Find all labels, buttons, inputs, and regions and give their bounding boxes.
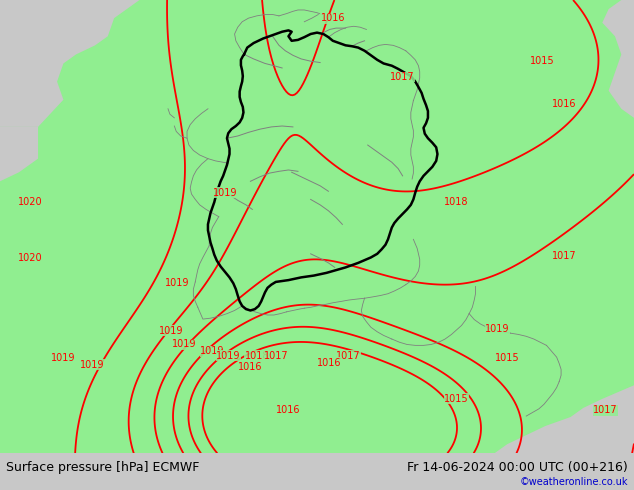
Text: 1016: 1016 [318,358,342,368]
Polygon shape [0,127,38,181]
Text: 1017: 1017 [264,351,288,361]
Text: 1020: 1020 [18,253,42,263]
Text: 1018: 1018 [245,351,269,361]
Text: 1019: 1019 [159,326,183,336]
Polygon shape [602,0,634,181]
Text: 1020: 1020 [18,196,42,207]
Text: 1019: 1019 [216,351,240,361]
Text: 1016: 1016 [276,405,301,415]
Text: 1019: 1019 [486,323,510,334]
Text: 1019: 1019 [165,278,190,288]
Text: 1017: 1017 [593,405,618,415]
Text: 1015: 1015 [444,394,469,404]
Text: 1016: 1016 [552,99,576,109]
Text: 1017: 1017 [337,351,361,361]
Text: 1016: 1016 [238,362,262,372]
Text: 1018: 1018 [444,196,469,207]
Text: ©weatheronline.co.uk: ©weatheronline.co.uk [519,477,628,487]
Text: 1019: 1019 [213,188,237,197]
Text: 1016: 1016 [321,13,345,23]
Text: 1015: 1015 [530,56,554,66]
Text: 1019: 1019 [172,340,196,349]
Polygon shape [495,385,634,453]
Text: 1017: 1017 [391,72,415,82]
Text: Fr 14-06-2024 00:00 UTC (00+216): Fr 14-06-2024 00:00 UTC (00+216) [407,461,628,474]
Text: 1019: 1019 [80,360,104,370]
Text: Surface pressure [hPa] ECMWF: Surface pressure [hPa] ECMWF [6,461,200,474]
Text: 1019: 1019 [200,346,224,356]
Text: 1019: 1019 [51,353,75,363]
Text: 1017: 1017 [552,251,576,261]
Polygon shape [0,0,139,127]
Text: 1015: 1015 [495,353,519,363]
